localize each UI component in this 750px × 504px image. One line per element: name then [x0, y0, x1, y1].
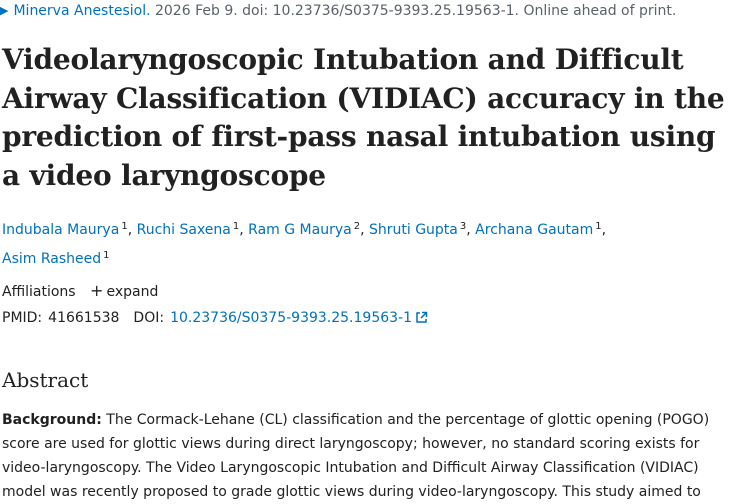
journal-link[interactable]: Minerva Anestesiol. — [13, 3, 151, 19]
author-link[interactable]: Ram G Maurya — [248, 222, 352, 238]
author-link[interactable]: Asim Rasheed — [2, 251, 102, 267]
expand-affiliations-button[interactable]: + expand — [80, 281, 159, 300]
affiliation-number[interactable]: 1 — [103, 250, 110, 261]
plus-icon: + — [90, 281, 104, 300]
identifiers-row: PMID: 41661538 DOI: 10.23736/S0375-9393.25.… — [2, 310, 428, 326]
affiliation-number[interactable]: 1 — [595, 221, 602, 232]
pmid-value: 41661538 — [48, 310, 120, 326]
external-link-icon[interactable] — [415, 311, 428, 324]
author-item: Shruti Gupta 3, — [368, 221, 476, 238]
chevron-right-icon: ▶ — [0, 4, 9, 17]
author-link[interactable]: Archana Gautam — [475, 222, 594, 238]
background-text: The Cormack-Lehane (CL) classification a… — [2, 412, 710, 500]
affiliation-number[interactable]: 2 — [353, 221, 361, 232]
doi-label: DOI: — [133, 310, 165, 326]
article-title: Videolaryngoscopic Intubation and Diffic… — [2, 43, 725, 192]
author-item: Indubala Maurya 1, — [2, 221, 137, 238]
citation-details: 2026 Feb 9. doi: 10.23736/S0375-9393.25.… — [150, 3, 677, 19]
affiliations-row: Affiliations + expand — [2, 281, 158, 300]
author-link[interactable]: Indubala Maurya — [2, 222, 120, 238]
author-item: Asim Rasheed 1 — [2, 250, 110, 267]
author-item: Ruchi Saxena 1, — [136, 221, 249, 238]
affiliations-label: Affiliations — [2, 284, 76, 300]
author-link[interactable]: Ruchi Saxena — [136, 222, 231, 238]
doi-link[interactable]: 10.23736/S0375-9393.25.19563-1 — [170, 310, 413, 326]
affiliation-number[interactable]: 1 — [121, 221, 128, 232]
abstract-heading: Abstract — [2, 368, 89, 392]
author-item: Ram G Maurya 2, — [248, 221, 369, 238]
abstract-paragraph: Background: The Cormack-Lehane (CL) clas… — [2, 408, 740, 504]
author-list: Indubala Maurya 1, Ruchi Saxena 1, Ram G M… — [2, 214, 742, 272]
affiliation-number[interactable]: 1 — [232, 221, 240, 232]
expand-label: expand — [106, 284, 159, 300]
affiliation-number[interactable]: 3 — [459, 221, 467, 232]
background-label: Background: — [2, 412, 102, 428]
author-item: Archana Gautam 1, — [475, 221, 607, 238]
pmid-label: PMID: — [2, 310, 43, 326]
citation-line: ▶ Minerva Anestesiol. 2026 Feb 9. doi: 10… — [0, 3, 676, 19]
author-link[interactable]: Shruti Gupta — [368, 222, 458, 238]
